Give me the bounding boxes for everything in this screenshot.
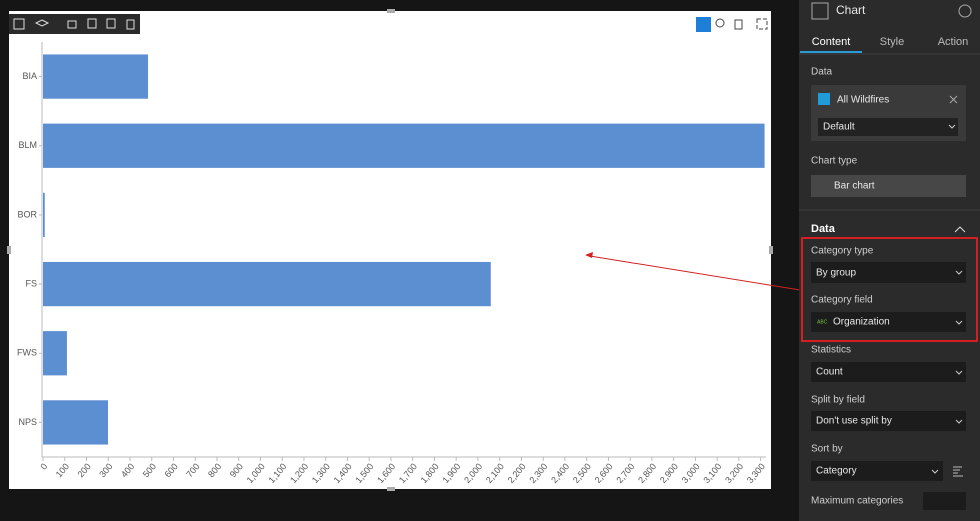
select[interactable]: [811, 461, 943, 481]
delete-button[interactable]: [126, 19, 135, 30]
clear-tool[interactable]: [734, 19, 743, 30]
number-input[interactable]: [923, 492, 966, 510]
select-value: Category: [816, 466, 857, 477]
bar-chart: 0 100 200 300 400 500 600 700 800 900 1,000 1,100 1,…: [17, 54, 767, 485]
bar: [43, 123, 765, 168]
label: Chart type: [811, 156, 858, 167]
zoom-tool[interactable]: [715, 18, 725, 28]
arrow-head: [585, 252, 593, 258]
copy-button[interactable]: [106, 18, 116, 29]
select-value: By group: [816, 268, 856, 279]
label: Category type: [811, 246, 874, 257]
label: Split by field: [811, 395, 865, 406]
panel-title: Chart: [836, 3, 866, 17]
y-tick-label: BLM: [18, 140, 37, 150]
y-tick-label: BOR: [17, 209, 37, 219]
select[interactable]: [811, 262, 966, 283]
tab[interactable]: Action: [938, 36, 969, 48]
chart-type: Bar chart: [834, 181, 875, 192]
toolbar-bg: [9, 14, 140, 34]
chart-tools: [696, 17, 768, 32]
select-value: Count: [816, 367, 843, 378]
remove-button[interactable]: [949, 95, 958, 104]
widget-toolbar: [9, 14, 140, 34]
handle: [387, 9, 395, 13]
select[interactable]: [811, 362, 966, 382]
select-tool[interactable]: [696, 17, 711, 32]
bar: [43, 192, 45, 238]
bar: [43, 261, 491, 307]
bar: [43, 400, 109, 445]
highlight-box: [801, 237, 978, 342]
bar: [43, 331, 67, 376]
tab[interactable]: Content: [812, 36, 851, 48]
align-button[interactable]: [13, 18, 25, 30]
layer-icon: [818, 93, 830, 105]
help-button[interactable]: [958, 4, 972, 18]
tab[interactable]: Style: [880, 36, 904, 48]
y-tick-label: FWS: [17, 348, 37, 358]
label: Category field: [811, 295, 873, 306]
tab-underline: [800, 51, 862, 53]
chevrons: [931, 124, 963, 474]
view: Default: [823, 122, 855, 133]
x-tick-label: 0: [38, 461, 49, 471]
duplicate-button[interactable]: [87, 18, 97, 29]
handle: [387, 487, 395, 491]
annotation-arrow: [589, 255, 801, 291]
chart-type-button[interactable]: [811, 175, 966, 197]
lock-button[interactable]: [67, 20, 77, 29]
more-tool[interactable]: [756, 18, 768, 30]
layer-button[interactable]: [34, 19, 50, 27]
select[interactable]: [811, 411, 966, 431]
view-select[interactable]: [818, 118, 958, 136]
collapse-button[interactable]: [954, 226, 966, 233]
select-value: Organization: [833, 317, 890, 328]
handle: [769, 246, 773, 254]
label: Data: [811, 67, 833, 78]
label: Maximum categories: [811, 496, 903, 507]
y-tick-label: NPS: [18, 417, 37, 427]
y-tick-label: BIA: [22, 71, 37, 81]
bar: [43, 54, 149, 99]
chart-icon: [811, 2, 829, 20]
select[interactable]: [811, 312, 966, 332]
label: Statistics: [811, 345, 851, 356]
handle: [7, 246, 11, 254]
sort-order-button[interactable]: [953, 466, 963, 477]
select-value: Don't use split by: [816, 416, 892, 427]
section-title: Data: [811, 223, 836, 235]
data-source: All Wildfires: [837, 95, 889, 106]
label: Sort by: [811, 444, 843, 455]
y-tick-label: FS: [25, 278, 37, 288]
field-type: ABC: [817, 319, 828, 325]
